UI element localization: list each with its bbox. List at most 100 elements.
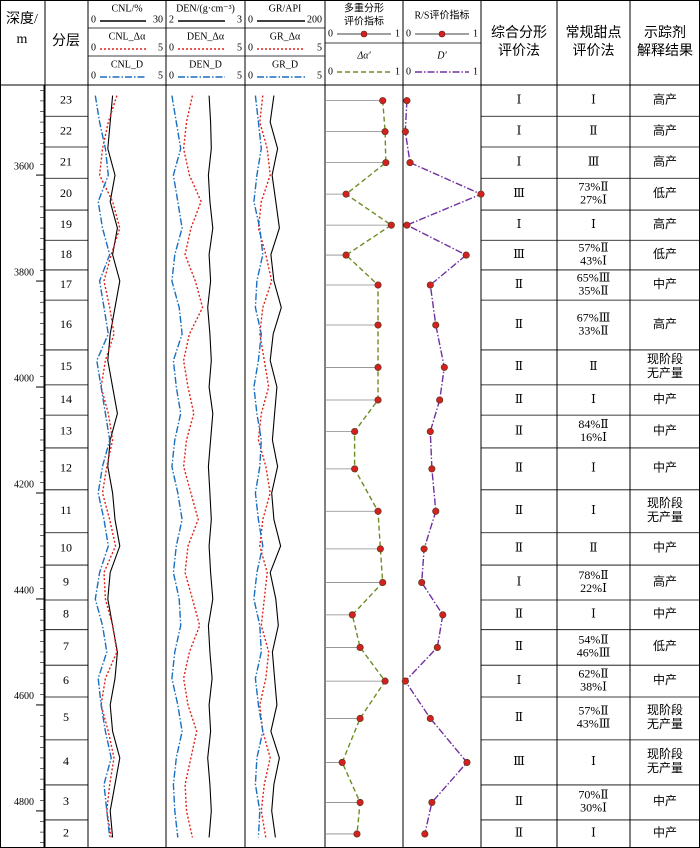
tracer-result: 高产 <box>653 122 677 137</box>
tracer-result: 中产 <box>653 422 677 437</box>
index-point <box>462 251 470 259</box>
conventional-grade: 43%Ⅰ <box>580 253 607 267</box>
scale-min: 0 <box>91 70 96 81</box>
curve-name: CNL_Δα <box>109 31 146 42</box>
layer-name: 6 <box>63 673 69 687</box>
conventional-grade: 70%Ⅱ <box>578 788 608 802</box>
layer-name: 4 <box>63 754 69 768</box>
conventional-grade: 16%Ⅰ <box>580 430 607 444</box>
index-point <box>374 363 382 371</box>
index-point <box>426 714 434 722</box>
index-point <box>342 190 350 198</box>
comprehensive-grade: Ⅱ <box>515 710 523 724</box>
scale-min: 0 <box>91 14 96 25</box>
scale-max: 1 <box>473 28 478 39</box>
conventional-grade: 54%Ⅱ <box>578 633 608 647</box>
tracer-result: 现阶段 <box>647 702 683 717</box>
log-curve <box>182 95 204 838</box>
index-title: 评价指标 <box>344 14 384 27</box>
curve-name: GR_D <box>272 59 298 70</box>
scale-min: 0 <box>328 28 333 39</box>
index-point <box>356 714 364 722</box>
comprehensive-grade: Ⅱ <box>515 277 523 291</box>
legend-dot <box>360 30 368 38</box>
conventional-grade: 73%Ⅱ <box>578 179 608 193</box>
index-line <box>404 100 483 835</box>
depth-tick-label: 4800 <box>14 797 34 808</box>
index-point <box>356 643 364 651</box>
layer-title: 分层 <box>52 33 80 49</box>
tracer-result: 低产 <box>653 639 677 653</box>
conventional-grade: Ⅰ <box>591 754 596 768</box>
tracer-result: 无产量 <box>647 510 683 524</box>
index-point <box>376 545 384 553</box>
conventional-grade: Ⅰ <box>591 607 596 621</box>
comprehensive-grade: Ⅱ <box>515 317 523 331</box>
index-point <box>420 545 428 553</box>
comprehensive-grade: Ⅱ <box>515 607 523 621</box>
layer-name: 22 <box>60 123 72 137</box>
conventional-grade: Ⅱ <box>589 359 597 373</box>
scale-max: 1 <box>395 66 400 77</box>
tracer-result: 中产 <box>653 825 677 840</box>
index-point <box>401 128 409 136</box>
comprehensive-grade: Ⅲ <box>513 186 525 200</box>
scale-min: 0 <box>169 42 174 53</box>
comprehensive-grade: Ⅰ <box>517 92 522 106</box>
comprehensive-grade: Ⅰ <box>517 154 522 168</box>
index-point <box>381 677 389 685</box>
depth-title: 深度/ <box>6 11 38 27</box>
index-point <box>439 611 447 619</box>
layer-name: 20 <box>60 186 72 200</box>
conventional-grade: 62%Ⅱ <box>578 666 608 680</box>
table-header: 评价法 <box>498 43 540 59</box>
curve-name: CNL/% <box>111 3 142 14</box>
comprehensive-grade: Ⅱ <box>515 826 523 840</box>
conventional-grade: Ⅰ <box>591 503 596 517</box>
layer-name: 19 <box>60 217 72 231</box>
index-point <box>440 363 448 371</box>
layer-name: 23 <box>60 92 72 106</box>
tracer-result: 高产 <box>653 216 677 231</box>
conventional-grade: 57%Ⅱ <box>578 704 608 718</box>
table-header: 综合分形 <box>491 25 547 41</box>
conventional-grade: 67%Ⅲ <box>577 310 611 324</box>
conventional-grade: Ⅱ <box>589 541 597 555</box>
scale-max: 5 <box>237 70 242 81</box>
tracer-result: 现阶段 <box>647 351 683 366</box>
index-label: D′ <box>436 50 447 61</box>
curve-name: DEN_D <box>189 59 222 70</box>
index-point <box>436 396 444 404</box>
tracer-result: 高产 <box>653 91 677 106</box>
scale-max: 5 <box>158 42 163 53</box>
conventional-grade: 84%Ⅱ <box>578 417 608 431</box>
scale-min: 0 <box>406 66 411 77</box>
curve-name: CNL_D <box>111 59 143 70</box>
log-curve <box>269 95 282 838</box>
log-curve <box>257 95 273 838</box>
scale-max: 3 <box>237 14 242 25</box>
conventional-grade: Ⅰ <box>591 461 596 475</box>
depth-tick-label: 4600 <box>14 691 34 702</box>
scale-max: 30 <box>153 14 163 25</box>
index-point <box>374 281 382 289</box>
tracer-result: 中产 <box>653 540 677 555</box>
conventional-grade: 46%Ⅲ <box>577 646 611 660</box>
index-point <box>374 396 382 404</box>
scale-max: 1 <box>473 66 478 77</box>
scale-min: 0 <box>248 70 253 81</box>
layer-name: 14 <box>60 392 72 406</box>
curve-name: DEN/(g·cm⁻³) <box>176 3 235 14</box>
index-point <box>381 128 389 136</box>
layer-name: 15 <box>60 359 72 373</box>
comprehensive-grade: Ⅰ <box>517 673 522 687</box>
curve-name: GR/API <box>269 3 302 14</box>
conventional-grade: 30%Ⅰ <box>580 801 607 815</box>
log-curve <box>98 95 121 838</box>
layer-name: 5 <box>63 710 69 724</box>
index-point <box>338 758 346 766</box>
conventional-grade: 27%Ⅰ <box>580 192 607 206</box>
index-point <box>432 507 440 515</box>
index-point <box>418 578 426 587</box>
